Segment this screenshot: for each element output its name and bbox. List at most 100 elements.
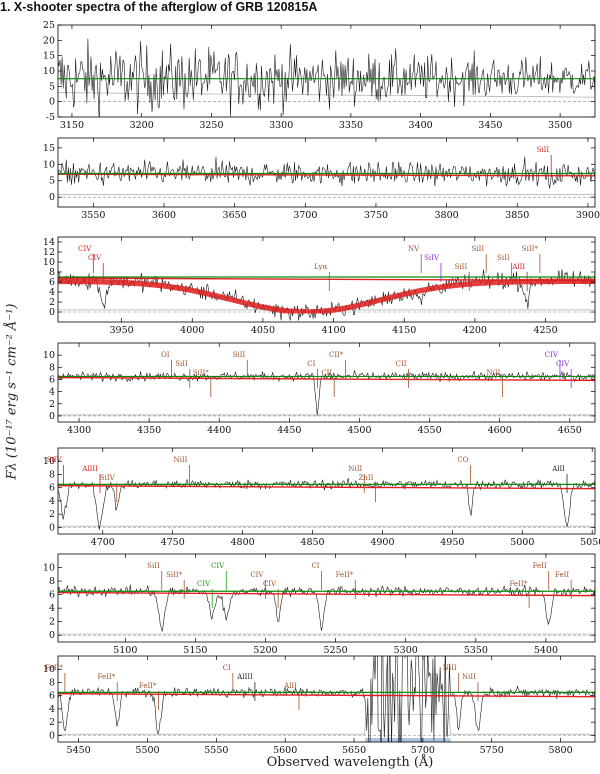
x-tick-label: 3900 bbox=[576, 210, 600, 221]
x-tick-label: 3750 bbox=[364, 210, 388, 221]
x-tick-label: 3850 bbox=[505, 210, 529, 221]
line-label: SiII* bbox=[522, 245, 539, 253]
x-tick-label: 5550 bbox=[204, 745, 228, 756]
flux-spectrum bbox=[58, 38, 595, 117]
y-tick-label: 0 bbox=[49, 730, 55, 741]
figure-title: 1. X-shooter spectra of the afterglow of… bbox=[0, 0, 318, 14]
line-label: SiII bbox=[497, 254, 510, 262]
x-tick-label: 5500 bbox=[135, 745, 159, 756]
x-tick-label: 4600 bbox=[488, 425, 512, 436]
x-tick-label: 4200 bbox=[463, 325, 487, 336]
line-label: NV bbox=[408, 245, 420, 253]
x-tick-label: 4750 bbox=[161, 537, 185, 548]
line-label: AlII bbox=[283, 682, 297, 690]
flux-spectrum bbox=[58, 156, 595, 189]
panel-frame bbox=[57, 236, 596, 323]
x-tick-label: 5450 bbox=[67, 745, 91, 756]
telluric-band bbox=[365, 738, 451, 742]
line-label: FeII* bbox=[98, 673, 116, 681]
line-label: NiII bbox=[462, 673, 476, 681]
y-tick-label: 4 bbox=[49, 496, 55, 507]
flux-spectrum bbox=[58, 656, 595, 742]
panel-7: FeII* FeII* FeII* CI AlIII AlII NiII NiII 5450 55… bbox=[43, 655, 596, 756]
x-tick-label: 3350 bbox=[339, 120, 363, 131]
y-tick-label: -5 bbox=[46, 112, 55, 123]
line-label: SiII bbox=[455, 263, 468, 271]
y-tick-label: 14 bbox=[43, 237, 55, 248]
y-tick-label: 2 bbox=[49, 717, 55, 728]
panel-frame bbox=[57, 655, 596, 743]
x-tick-label: 5150 bbox=[183, 645, 207, 656]
x-tick-label: 4550 bbox=[417, 425, 441, 436]
y-tick-label: 0 bbox=[49, 630, 55, 641]
line-label: FeII* bbox=[509, 580, 527, 588]
x-tick-label: 5200 bbox=[253, 645, 277, 656]
x-tick-label: 3500 bbox=[548, 120, 572, 131]
dla-model bbox=[58, 278, 595, 314]
y-tick-label: 5 bbox=[49, 81, 55, 92]
line-label: CIV bbox=[556, 360, 570, 368]
y-tick-label: 5 bbox=[49, 176, 55, 187]
x-tick-label: 3700 bbox=[293, 210, 317, 221]
panel-frame bbox=[57, 137, 596, 208]
y-tick-label: 0 bbox=[49, 97, 55, 108]
x-tick-label: 4400 bbox=[207, 425, 231, 436]
panel-3-plot bbox=[58, 269, 595, 322]
y-tick-label: 12 bbox=[43, 247, 55, 258]
x-tick-label: 5000 bbox=[510, 537, 534, 548]
x-tick-label: 4300 bbox=[67, 425, 91, 436]
y-tick-label: 8 bbox=[49, 469, 55, 480]
line-label: SiII bbox=[472, 245, 485, 253]
y-tick-label: 0 bbox=[49, 307, 55, 318]
y-tick-label: 4 bbox=[49, 704, 55, 715]
x-tick-label: 3450 bbox=[478, 120, 502, 131]
x-axis-label: Observed wavelength (Å) bbox=[266, 755, 434, 770]
y-axis-label: Fλ (10⁻¹⁷ erg s⁻¹ cm⁻² Å⁻¹) bbox=[4, 303, 20, 480]
line-label: CI bbox=[311, 562, 319, 570]
line-label: FeII* bbox=[336, 571, 354, 579]
x-tick-label: 5750 bbox=[480, 745, 504, 756]
y-tick-label: 0 bbox=[49, 411, 55, 422]
x-tick-label: 4850 bbox=[300, 537, 324, 548]
line-label: CIV bbox=[250, 571, 264, 579]
line-label: Lyα bbox=[314, 263, 327, 271]
line-label: FeII* bbox=[139, 682, 157, 690]
error-spectrum bbox=[58, 714, 595, 735]
panel-frame bbox=[57, 24, 596, 118]
panel-3: CIVCIVLyαNVSiIVSiIISiIISiIIAlIISiII*3950… bbox=[43, 236, 596, 336]
x-tick-label: 3800 bbox=[435, 210, 459, 221]
x-tick-label: 3950 bbox=[109, 325, 133, 336]
y-tick-label: 15 bbox=[43, 51, 55, 62]
x-tick-label: 4650 bbox=[558, 425, 582, 436]
line-label: CI bbox=[223, 664, 231, 672]
panel-frame bbox=[57, 447, 596, 535]
line-label: FeII* bbox=[45, 664, 63, 672]
panel-6-plot bbox=[58, 584, 595, 635]
line-label: NiII bbox=[443, 664, 457, 672]
x-tick-label: 4100 bbox=[321, 325, 345, 336]
y-tick-label: 6 bbox=[49, 590, 55, 601]
line-label: CI bbox=[307, 360, 315, 368]
line-label: CIV bbox=[88, 254, 102, 262]
panel-frame bbox=[57, 553, 596, 643]
line-label: AlII bbox=[551, 465, 565, 473]
x-tick-label: 4000 bbox=[180, 325, 204, 336]
x-tick-label: 5100 bbox=[113, 645, 137, 656]
x-tick-label: 4800 bbox=[231, 537, 255, 548]
line-label: NiII bbox=[174, 456, 188, 464]
line-label: SiII bbox=[537, 146, 550, 154]
panel-2: SiII 3550 3600 3650 3700 3750 3800 3850 3900 0 5 10… bbox=[43, 137, 600, 221]
line-label: NiII bbox=[348, 465, 362, 473]
x-tick-label: 5650 bbox=[342, 745, 366, 756]
x-tick-label: 4450 bbox=[277, 425, 301, 436]
line-label: CII* bbox=[329, 351, 344, 359]
panel-2-plot bbox=[58, 156, 595, 195]
y-tick-label: 6 bbox=[49, 277, 55, 288]
line-label: FeII bbox=[555, 571, 569, 579]
panel-1: 3150 3200 3250 3300 3350 3400 3450 3500 -5 0 5 10 15… bbox=[43, 20, 596, 131]
line-label: SiII* bbox=[193, 369, 210, 377]
line-label: SiIV bbox=[47, 456, 63, 464]
y-tick-label: 0 bbox=[49, 192, 55, 203]
continuum-model bbox=[58, 376, 595, 382]
